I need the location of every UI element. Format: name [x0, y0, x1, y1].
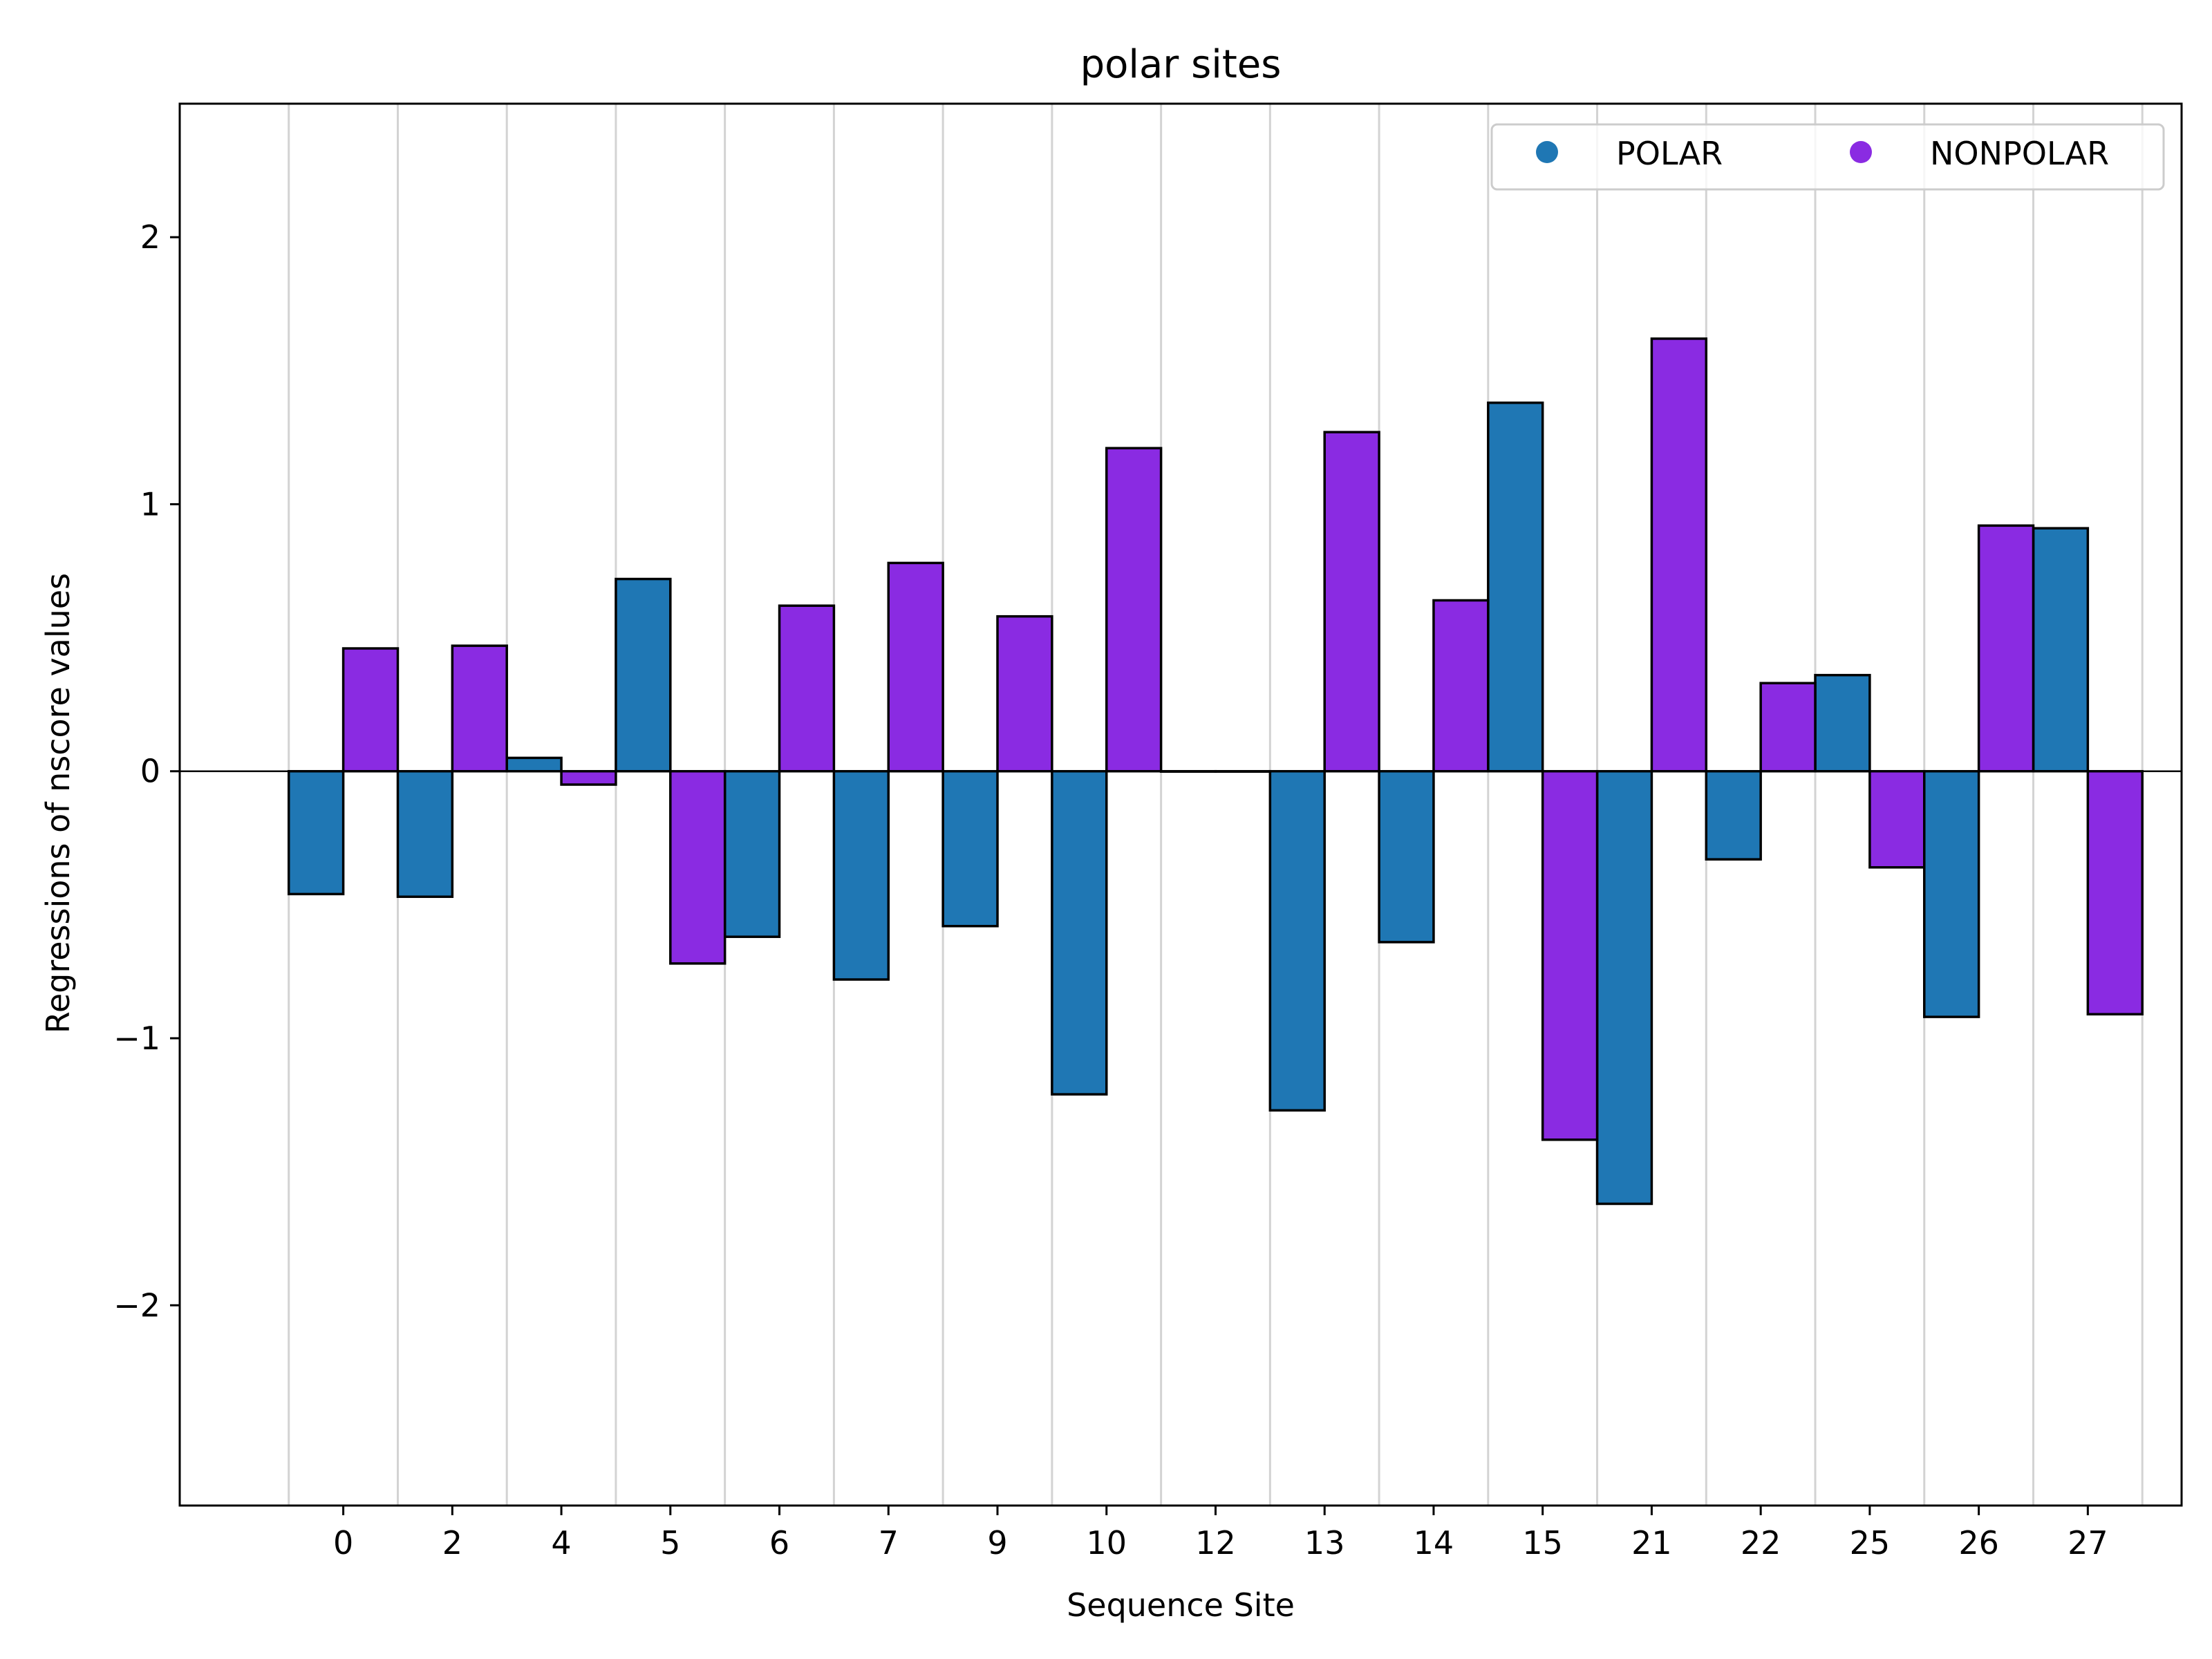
- y-axis-label: Regressions of nscore values: [39, 573, 77, 1033]
- y-tick-label: 1: [140, 485, 160, 523]
- x-tick-label: 2: [442, 1524, 462, 1562]
- x-tick-label: 26: [1958, 1524, 1999, 1562]
- chart-title: polar sites: [1080, 42, 1282, 87]
- bar-polar-25: [1814, 673, 1871, 773]
- bar-nonpolar-7: [887, 561, 944, 773]
- x-tick-label: 27: [2068, 1524, 2108, 1562]
- bar-polar-9: [941, 769, 999, 928]
- x-tick-label: 21: [1631, 1524, 1672, 1562]
- legend-box: [1490, 123, 2165, 191]
- y-tick-label: −1: [113, 1020, 160, 1057]
- x-axis-ticks: 0 2 4 5 6 7 9 10 12 13 14 15 21 22 25 26 27: [333, 1506, 2108, 1562]
- bar-nonpolar-21: [1650, 337, 1708, 773]
- bar-polar-7: [832, 769, 890, 981]
- x-axis-label: Sequence Site: [1067, 1586, 1295, 1624]
- legend-label-nonpolar: NONPOLAR: [1930, 135, 2109, 172]
- bar-nonpolar-10: [1105, 447, 1163, 773]
- legend: POLAR NONPOLAR: [1490, 123, 2165, 191]
- bar-nonpolar-2: [451, 644, 508, 773]
- bar-polar-0: [287, 769, 345, 896]
- bar-polar-10: [1051, 769, 1108, 1096]
- bar-polar-2: [396, 769, 454, 899]
- bar-polar-15: [1487, 401, 1544, 773]
- bar-polar-4: [505, 756, 563, 773]
- plot-frame: [178, 102, 2183, 1507]
- x-tick-label: 9: [987, 1524, 1007, 1562]
- x-tick-label: 15: [1522, 1524, 1563, 1562]
- bar-nonpolar-5: [669, 769, 727, 965]
- x-tick-label: 0: [333, 1524, 353, 1562]
- bars: [287, 337, 2144, 1206]
- x-tick-label: 6: [769, 1524, 789, 1562]
- bar-polar-14: [1378, 769, 1435, 944]
- x-tick-label: 12: [1195, 1524, 1236, 1562]
- bar-polar-21: [1595, 769, 1653, 1206]
- x-tick-label: 5: [660, 1524, 680, 1562]
- x-tick-label: 13: [1304, 1524, 1345, 1562]
- x-tick-label: 4: [551, 1524, 571, 1562]
- bar-polar-6: [723, 769, 781, 938]
- y-tick-label: 0: [140, 753, 160, 790]
- y-axis-ticks: 2 1 0 −1 −2: [113, 218, 180, 1324]
- legend-marker-nonpolar: [1850, 141, 1872, 163]
- grid-lines: [288, 104, 2144, 1506]
- bar-polar-22: [1705, 769, 1762, 861]
- bar-nonpolar-6: [778, 604, 836, 773]
- bar-nonpolar-9: [996, 615, 1053, 773]
- bar-nonpolar-13: [1323, 431, 1380, 773]
- bar-polar-27: [2032, 527, 2090, 773]
- x-tick-label: 7: [879, 1524, 899, 1562]
- legend-marker-polar: [1536, 141, 1558, 163]
- y-tick-label: −2: [113, 1286, 160, 1324]
- x-tick-label: 22: [1741, 1524, 1781, 1562]
- bar-nonpolar-22: [1759, 682, 1817, 773]
- x-tick-label: 10: [1086, 1524, 1127, 1562]
- x-tick-label: 14: [1414, 1524, 1454, 1562]
- x-tick-label: 25: [1850, 1524, 1891, 1562]
- bar-nonpolar-27: [2086, 769, 2144, 1015]
- bar-nonpolar-4: [560, 769, 617, 786]
- bar-nonpolar-14: [1432, 599, 1490, 773]
- bar-nonpolar-0: [341, 647, 400, 773]
- bar-polar-13: [1268, 769, 1326, 1112]
- bar-polar-5: [615, 577, 672, 773]
- bar-nonpolar-26: [1977, 524, 2035, 773]
- y-tick-label: 2: [140, 218, 160, 256]
- bar-polar-26: [1922, 769, 1980, 1018]
- bar-nonpolar-25: [1868, 769, 1926, 869]
- legend-label-polar: POLAR: [1616, 135, 1723, 172]
- bar-nonpolar-15: [1541, 769, 1599, 1141]
